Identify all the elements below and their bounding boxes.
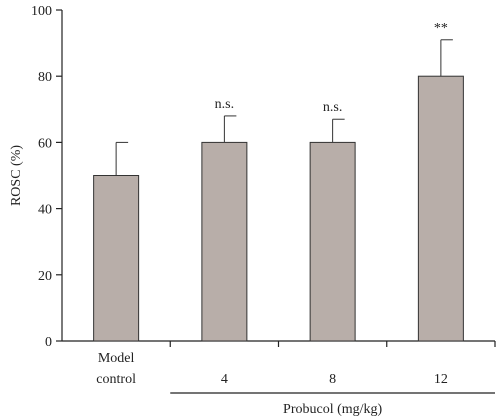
plot-area: 0 20 40 60 80 100 Model control n.s. 4 n.s. 8 ** 12 Pr… [9,4,496,417]
bar [309,141,356,342]
x-tick-label: 12 [434,372,448,387]
y-tick-label: 100 [31,4,52,19]
x-tick-label: 8 [329,372,336,387]
y-axis-label: ROSC (%) [9,145,24,206]
y-tick-label: 20 [38,269,52,284]
y-tick-label: 0 [45,335,52,350]
x-axis-group-label: Probucol (mg/kg) [283,402,382,417]
x-tick-label: 4 [221,372,228,387]
y-tick-label: 60 [38,136,52,151]
bar [417,75,464,342]
significance-label: n.s. [215,97,234,112]
y-tick-label: 40 [38,203,52,218]
bar [93,175,140,342]
significance-label: n.s. [323,100,342,115]
x-tick-label: Model [98,351,135,366]
significance-label: ** [434,21,448,36]
x-tick-label: control [96,372,136,387]
bar [201,141,248,342]
y-tick-label: 80 [38,70,52,85]
